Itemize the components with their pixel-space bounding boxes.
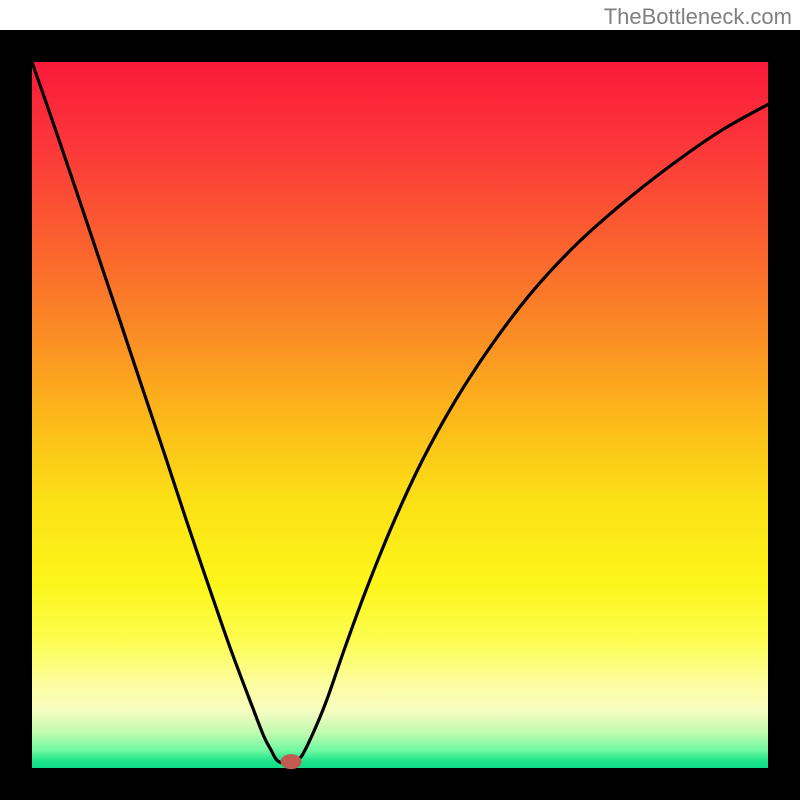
gradient-background xyxy=(32,62,768,768)
bottleneck-marker xyxy=(281,755,301,769)
watermark-text: TheBottleneck.com xyxy=(604,4,792,30)
bottleneck-chart xyxy=(0,0,800,800)
chart-container: TheBottleneck.com xyxy=(0,0,800,800)
